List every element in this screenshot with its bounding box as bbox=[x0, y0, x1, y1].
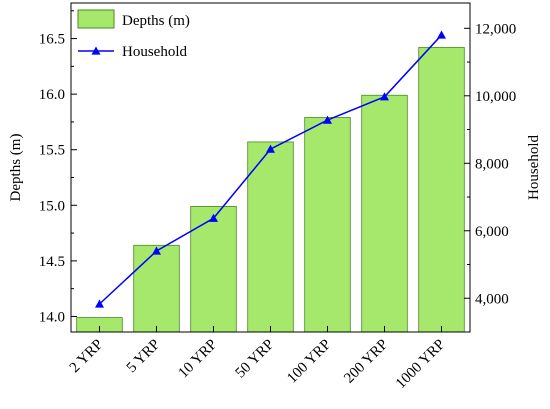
right-tick-label-4: 12,000 bbox=[475, 21, 516, 37]
x-tick-label-0: 2 YRP bbox=[67, 337, 107, 377]
household-point-4 bbox=[323, 115, 332, 124]
x-tick-label-4: 100 YRP bbox=[284, 337, 334, 387]
bar-4 bbox=[304, 117, 351, 333]
bars-group bbox=[76, 47, 465, 333]
legend-swatch-depths bbox=[77, 9, 115, 29]
left-tick-label-3: 15.5 bbox=[39, 143, 65, 159]
x-tick-label-1: 5 YRP bbox=[124, 337, 164, 377]
household-point-2 bbox=[209, 213, 218, 222]
y-axis-title: Depths (m) bbox=[8, 134, 24, 202]
left-tick-label-1: 14.5 bbox=[39, 254, 65, 270]
y2-axis-title: Household bbox=[526, 135, 542, 200]
right-tick-label-3: 10,000 bbox=[475, 89, 516, 105]
legend-label-household: Household bbox=[122, 44, 187, 60]
bar-1 bbox=[133, 244, 180, 333]
bar-6 bbox=[418, 47, 465, 333]
household-point-6 bbox=[437, 30, 446, 39]
bar-3 bbox=[247, 141, 294, 333]
bar-2 bbox=[190, 206, 237, 333]
left-axis-ticks: 14.0 14.5 15.0 15.5 16.0 16.5 bbox=[39, 10, 77, 325]
x-tick-label-5: 200 YRP bbox=[341, 337, 391, 387]
x-tick-label-6: 1000 YRP bbox=[393, 337, 448, 392]
household-point-3 bbox=[266, 144, 275, 153]
left-tick-label-4: 16.0 bbox=[39, 87, 65, 103]
x-axis-ticks: 2 YRP 5 YRP 10 YRP 50 YRP 100 YRP 200 YRP 1000… bbox=[67, 326, 448, 392]
x-tick-label-3: 50 YRP bbox=[233, 337, 278, 382]
left-tick-label-0: 14.0 bbox=[39, 309, 65, 325]
bar-5 bbox=[361, 94, 408, 333]
legend-marker-household bbox=[91, 46, 101, 55]
right-tick-label-0: 4,000 bbox=[475, 291, 509, 307]
x-tick-label-2: 10 YRP bbox=[176, 337, 221, 382]
right-tick-label-1: 6,000 bbox=[475, 224, 509, 240]
line-group bbox=[95, 30, 446, 308]
household-point-0 bbox=[95, 299, 104, 308]
household-point-1 bbox=[152, 246, 161, 255]
legend: Depths (m) Household bbox=[77, 9, 190, 60]
right-tick-label-2: 8,000 bbox=[475, 156, 509, 172]
household-point-5 bbox=[380, 92, 389, 101]
left-tick-label-2: 15.0 bbox=[39, 198, 65, 214]
legend-label-depths: Depths (m) bbox=[122, 13, 190, 29]
left-tick-label-5: 16.5 bbox=[39, 32, 65, 48]
right-axis-ticks: 4,000 6,000 8,000 10,000 12,000 bbox=[464, 21, 516, 333]
